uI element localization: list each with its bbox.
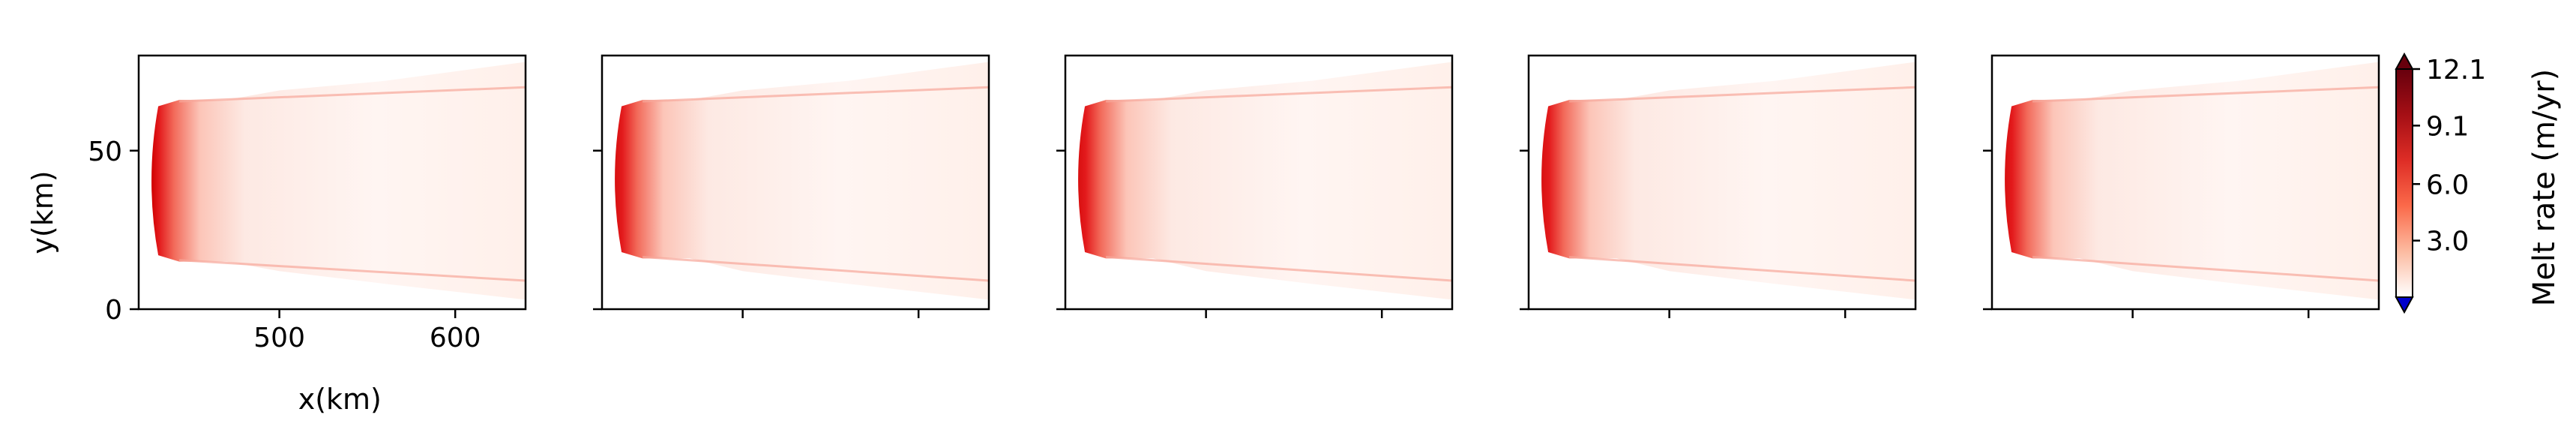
- shelf-margin-top-5: [2032, 86, 2380, 103]
- panel-2: [593, 54, 990, 318]
- shelf-margin-top-2: [643, 86, 990, 103]
- colorbar: 3.0 6.0 9.1 12.1: [2395, 52, 2486, 314]
- axes-frame-2: [601, 54, 990, 311]
- shelf-margin-bottom-5: [2032, 255, 2380, 282]
- colorbar-tick-label: 6.0: [2426, 170, 2469, 200]
- y-tick-label: 50: [88, 137, 122, 167]
- shelf-margin-bottom-2: [642, 255, 990, 282]
- melt-field-2: [615, 62, 989, 300]
- colorbar-under-extension: [2395, 296, 2414, 314]
- melt-field-3: [1078, 62, 1452, 300]
- panels: 500 600 0 50: [88, 54, 2380, 353]
- melt-field-5: [2005, 62, 2379, 300]
- axes-frame-3: [1064, 54, 1454, 311]
- x-tick-label: 600: [430, 323, 481, 353]
- shelf-margin-bottom-3: [1105, 255, 1453, 282]
- panel-5: [1983, 54, 2380, 318]
- y-tick-label: 0: [105, 295, 122, 326]
- axes-frame-5: [1990, 54, 2380, 311]
- colorbar-tick-label: 12.1: [2426, 55, 2486, 86]
- melt-field-4: [1541, 62, 1916, 300]
- colorbar-label: Melt rate (m/yr): [2527, 69, 2562, 306]
- colorbar-frame: [2395, 68, 2413, 298]
- y-axis-label: y(km): [26, 170, 59, 254]
- panel-1: 500 600 0 50: [88, 54, 527, 353]
- x-tick-label: 500: [253, 323, 305, 353]
- colorbar-tick-label: 9.1: [2426, 111, 2469, 142]
- panel-3: [1056, 54, 1454, 318]
- shelf-margin-top-4: [1569, 86, 1916, 103]
- axes-frame-4: [1527, 54, 1917, 311]
- colorbar-over-extension: [2395, 52, 2414, 70]
- melt-field-1: [151, 62, 526, 300]
- axes-frame-1: [137, 54, 527, 311]
- colorbar-gradient: [2396, 69, 2413, 297]
- shelf-margin-bottom-1: [178, 259, 526, 282]
- colorbar-tick-label: 3.0: [2426, 227, 2469, 257]
- shelf-margin-top-3: [1106, 86, 1453, 103]
- x-axis-label: x(km): [298, 383, 382, 416]
- panel-4: [1520, 54, 1917, 318]
- shelf-margin-bottom-4: [1568, 255, 1916, 282]
- shelf-margin-top-1: [179, 86, 526, 103]
